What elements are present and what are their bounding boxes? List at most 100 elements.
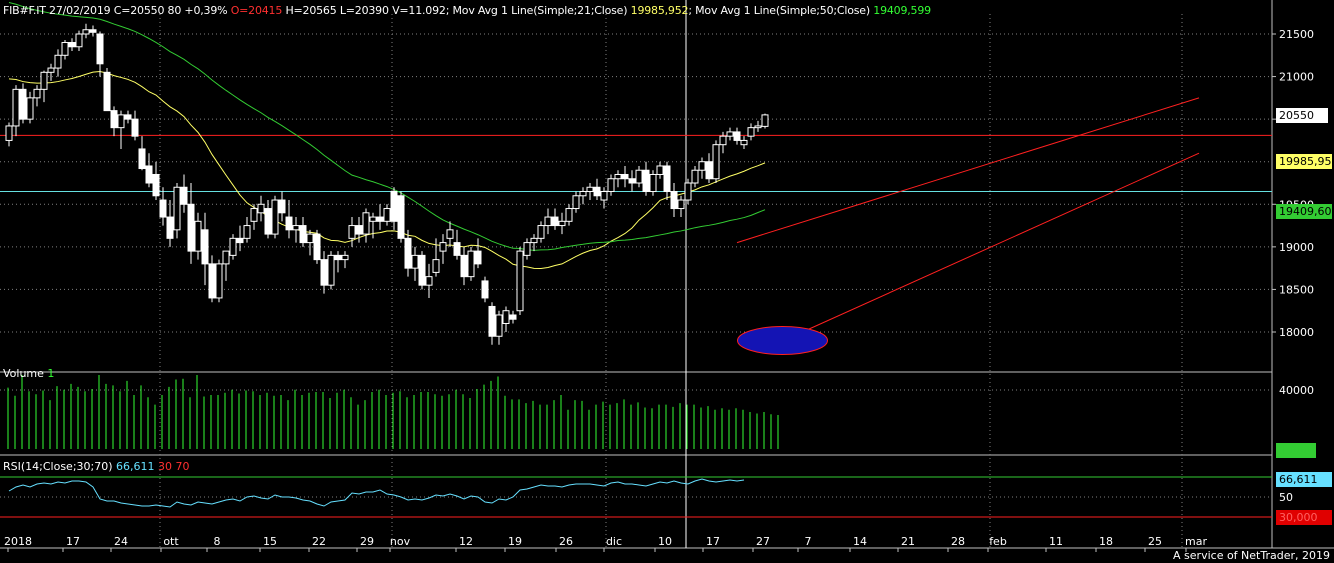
candle [691, 165, 699, 188]
volume-panel-title: Volume 1 [3, 367, 54, 380]
candle-body [516, 250, 524, 312]
candle [726, 127, 734, 141]
candle-body [691, 169, 699, 184]
header-symbol: FIB#F.IT 27/02/2019 C=20550 80 +0,39% [3, 4, 231, 17]
volume-bars [7, 375, 779, 449]
date-tick-label: 21 [901, 535, 915, 548]
candle [138, 136, 146, 171]
rsi-series [0, 476, 1272, 518]
candle-body [320, 259, 328, 286]
close-badge: 20550 [1276, 108, 1328, 123]
candle-body [264, 208, 272, 235]
date-tick-label: 27 [756, 535, 770, 548]
candle-body [537, 225, 545, 239]
candle [334, 251, 342, 273]
candle-body [299, 225, 307, 244]
candle [607, 174, 615, 196]
candle [537, 221, 545, 243]
candle [614, 170, 622, 188]
candle-body [635, 169, 643, 184]
price-candles [5, 23, 769, 345]
candle [397, 191, 405, 243]
candle [348, 217, 356, 247]
candle-body [152, 173, 160, 197]
candle-body [481, 280, 489, 299]
date-tick-label: nov [390, 535, 411, 548]
candle-body [642, 169, 650, 193]
candle [656, 161, 664, 179]
candle-body [19, 88, 27, 120]
date-tick-label: 26 [559, 535, 573, 548]
candle-body [460, 254, 468, 278]
candle [124, 110, 132, 124]
candle [376, 204, 384, 230]
candle-body [82, 29, 90, 35]
candle-body [285, 216, 293, 231]
candle-body [670, 191, 678, 210]
candle [425, 263, 433, 298]
candle [460, 246, 468, 286]
trend-upper-line [736, 97, 1200, 244]
candle [733, 127, 741, 145]
candle-body [180, 186, 188, 205]
candle-body [68, 42, 76, 48]
candle [670, 183, 678, 218]
candle-body [453, 242, 461, 256]
candle-body [621, 173, 629, 180]
candle-body [159, 199, 167, 218]
candle-body [439, 242, 447, 252]
candle [586, 183, 594, 201]
candle [453, 229, 461, 260]
candle-body [201, 229, 209, 265]
candle [68, 38, 76, 52]
candle-body [110, 110, 118, 129]
ma50-line [8, 1, 766, 251]
header-mid: ; Mov Avg 1 Line(Simple;50;Close) [688, 4, 874, 17]
date-tick-label: 12 [459, 535, 473, 548]
rsi-title: RSI(14;Close;30;70) [3, 460, 117, 473]
candle [313, 229, 321, 264]
rsi-low-badge-text: 30,000 [1279, 511, 1318, 524]
candle [488, 302, 496, 345]
candle-body [12, 88, 20, 127]
candle-body [502, 310, 510, 324]
candle [222, 250, 230, 281]
header-hlv: H=20565 L=20390 V=11.092; Mov Avg 1 Line… [282, 4, 631, 17]
candle-body [495, 314, 503, 337]
candle-body [411, 254, 419, 269]
rsi-value: 66,611 [116, 460, 155, 473]
candle [600, 187, 608, 209]
candle [663, 161, 671, 201]
candle [761, 113, 769, 129]
candle [628, 170, 636, 192]
candle-body [467, 250, 475, 278]
date-tick-label: 8 [214, 535, 221, 548]
candle [705, 153, 713, 183]
candle-body [89, 29, 97, 33]
candle [61, 39, 69, 60]
candle [558, 212, 566, 235]
candle [201, 212, 209, 286]
candle [635, 165, 643, 188]
price-tick-label: 18500 [1279, 283, 1314, 296]
candle-body [600, 191, 608, 201]
date-tick-label: 18 [1099, 535, 1113, 548]
candle-body [278, 199, 286, 214]
candle [411, 246, 419, 281]
candle-body [614, 173, 622, 180]
date-axis: 2018 17 24 ott 8 15 22 29 nov 12 19 26 dic 10 17 27 7 14 2… [4, 535, 1207, 552]
candle [439, 234, 447, 264]
candle-body [677, 199, 685, 210]
candle-body [628, 178, 636, 184]
candle-body [698, 161, 706, 171]
candle-body [54, 54, 62, 69]
candle-body [306, 233, 314, 244]
candle-body [145, 165, 153, 184]
candle [474, 238, 482, 269]
candle-body [117, 114, 125, 129]
rsi-levels: 30 70 [154, 460, 190, 473]
candle [278, 191, 286, 222]
candle-body [712, 144, 720, 180]
